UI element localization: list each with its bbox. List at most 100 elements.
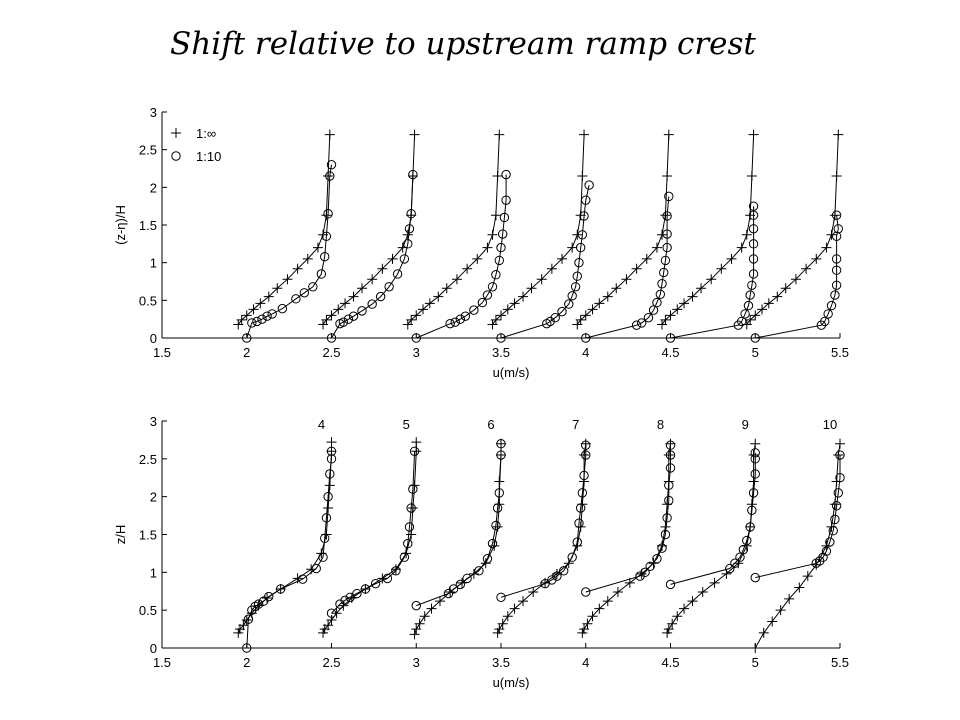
data-point-circle bbox=[411, 333, 421, 343]
data-point-circle bbox=[725, 563, 735, 574]
data-point-circle bbox=[267, 309, 277, 319]
data-point-circle bbox=[748, 210, 759, 220]
data-point-circle bbox=[640, 567, 650, 578]
data-point-circle bbox=[581, 440, 591, 450]
data-point-plus bbox=[572, 229, 583, 240]
data-point-circle bbox=[497, 229, 508, 239]
data-point-circle bbox=[348, 311, 359, 321]
data-point-circle bbox=[564, 299, 574, 309]
data-point-circle bbox=[748, 239, 759, 249]
data-point-circle bbox=[567, 552, 577, 562]
data-point-plus bbox=[282, 274, 293, 285]
x-tick-label: 2.5 bbox=[322, 345, 340, 360]
x-tick-label: 2 bbox=[243, 655, 250, 670]
data-point-plus bbox=[594, 298, 605, 309]
data-point-circle bbox=[835, 450, 845, 460]
profile-line bbox=[407, 134, 500, 325]
data-point-circle bbox=[550, 312, 560, 323]
data-point-plus bbox=[424, 298, 435, 309]
data-point-plus bbox=[582, 618, 593, 629]
y-tick-label: 0 bbox=[150, 641, 157, 656]
data-point-circle bbox=[325, 171, 335, 181]
data-point-plus bbox=[518, 291, 529, 302]
data-point-plus bbox=[790, 274, 801, 285]
data-point-plus bbox=[784, 593, 795, 604]
data-point-circle bbox=[299, 288, 310, 298]
data-point-circle bbox=[581, 587, 591, 597]
data-point-circle bbox=[559, 566, 569, 576]
profile-line bbox=[585, 445, 671, 593]
data-point-circle bbox=[745, 290, 755, 300]
data-point-circle bbox=[740, 309, 750, 319]
data-point-plus bbox=[377, 263, 388, 274]
profile-line bbox=[414, 443, 502, 635]
data-point-plus bbox=[821, 242, 832, 253]
data-point-circle bbox=[645, 561, 655, 571]
data-point-circle bbox=[370, 578, 381, 589]
x-tick-label: 4.5 bbox=[661, 655, 679, 670]
profile-line bbox=[585, 196, 670, 339]
y-tick-label: 2.5 bbox=[139, 143, 157, 158]
data-point-circle bbox=[243, 614, 254, 624]
data-point-circle bbox=[665, 579, 676, 590]
x-tick-label: 5.5 bbox=[831, 345, 849, 360]
data-point-plus bbox=[663, 129, 674, 140]
x-tick-label: 5 bbox=[752, 345, 759, 360]
data-point-circle bbox=[574, 518, 584, 528]
data-point-circle bbox=[830, 514, 840, 525]
profile-line bbox=[246, 451, 332, 649]
profile-line bbox=[492, 134, 585, 325]
series-circle bbox=[242, 439, 845, 653]
data-point-circle bbox=[477, 297, 488, 308]
x-tick-label: 1.5 bbox=[153, 345, 171, 360]
data-point-circle bbox=[257, 314, 267, 324]
data-point-plus bbox=[651, 242, 662, 253]
data-point-plus bbox=[663, 624, 674, 635]
data-point-plus bbox=[472, 253, 483, 264]
data-point-circle bbox=[501, 169, 511, 180]
data-point-plus bbox=[414, 618, 425, 629]
data-point-circle bbox=[665, 440, 676, 450]
data-point-plus bbox=[660, 314, 671, 325]
data-point-circle bbox=[316, 269, 327, 279]
legend-marker-circle bbox=[171, 151, 181, 161]
y-tick-label: 0.5 bbox=[139, 293, 157, 308]
data-point-plus bbox=[492, 521, 503, 532]
data-point-plus bbox=[518, 596, 529, 607]
data-point-circle bbox=[833, 224, 844, 234]
data-point-plus bbox=[241, 310, 252, 321]
x-tick-label: 3 bbox=[413, 655, 420, 670]
legend-label: 1:10 bbox=[196, 149, 221, 164]
data-point-plus bbox=[441, 283, 452, 294]
data-point-plus bbox=[772, 291, 783, 302]
data-point-plus bbox=[426, 603, 437, 614]
data-point-plus bbox=[387, 253, 398, 264]
data-point-circle bbox=[581, 333, 591, 343]
data-point-circle bbox=[748, 269, 759, 279]
data-point-plus bbox=[672, 611, 683, 622]
data-point-circle bbox=[572, 271, 582, 281]
data-point-plus bbox=[411, 446, 422, 457]
data-point-plus bbox=[489, 540, 500, 551]
data-point-circle bbox=[570, 282, 581, 292]
data-point-circle bbox=[820, 316, 830, 327]
data-point-plus bbox=[348, 291, 359, 302]
data-point-circle bbox=[494, 255, 505, 266]
y-tick-label: 0.5 bbox=[139, 603, 157, 618]
data-point-circle bbox=[575, 503, 586, 513]
data-point-circle bbox=[823, 309, 833, 319]
data-point-circle bbox=[308, 282, 318, 292]
data-point-circle bbox=[657, 543, 667, 553]
data-point-circle bbox=[384, 282, 394, 292]
data-point-circle bbox=[577, 488, 588, 498]
profile-label: 9 bbox=[742, 417, 749, 432]
data-point-circle bbox=[375, 291, 386, 302]
data-point-plus bbox=[557, 253, 568, 264]
data-point-circle bbox=[482, 290, 493, 300]
data-point-circle bbox=[750, 333, 760, 343]
x-tick-label: 4 bbox=[582, 655, 589, 670]
x-tick-label: 3 bbox=[413, 345, 420, 360]
data-point-plus bbox=[321, 210, 332, 221]
data-point-plus bbox=[667, 618, 678, 629]
data-point-circle bbox=[321, 513, 332, 523]
